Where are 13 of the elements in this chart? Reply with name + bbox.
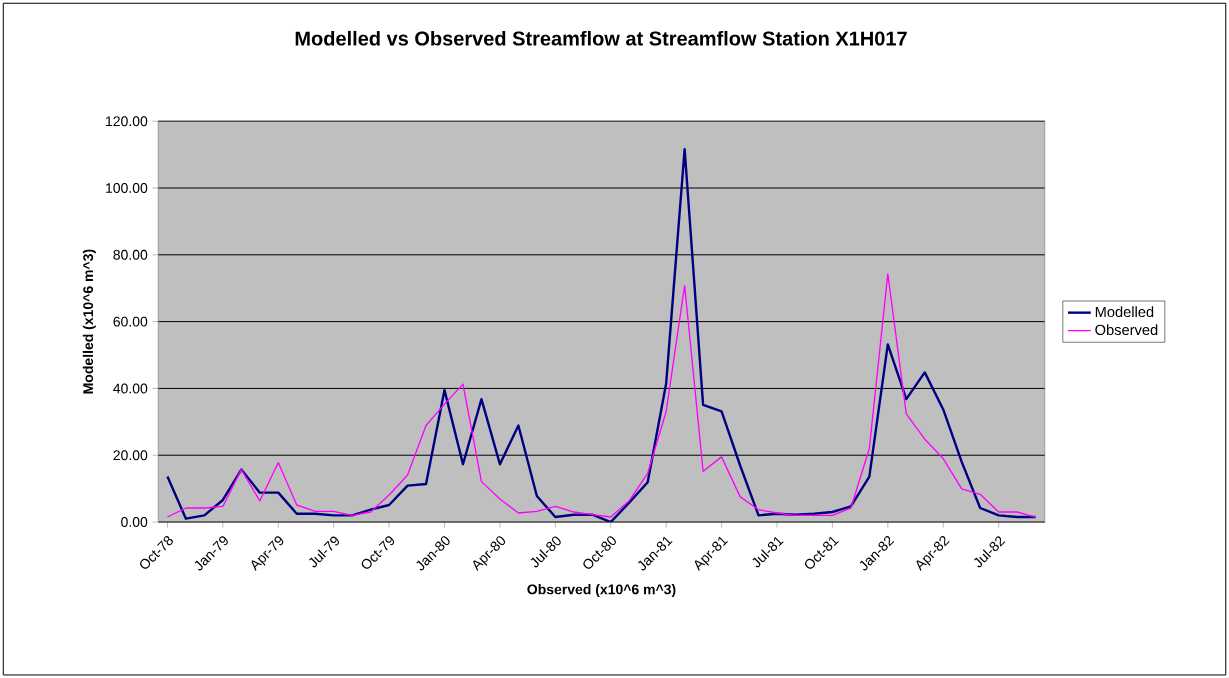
- y-axis-title: Modelled (x10^6 m^3): [82, 249, 96, 394]
- legend-label: Modelled: [1095, 306, 1154, 317]
- x-axis-title: Observed (x10^6 m^3): [527, 583, 676, 597]
- y-tick-label: 80.00: [113, 249, 148, 260]
- y-tick-label: 100.00: [106, 182, 148, 193]
- y-tick-label: 60.00: [113, 316, 148, 327]
- y-tick-label: 120.00: [106, 116, 148, 127]
- line-series: [166, 147, 1037, 522]
- y-tick-label: 20.00: [113, 450, 148, 461]
- y-tick-label: 0.00: [121, 516, 148, 527]
- chart-title: Modelled vs Observed Streamflow at Streamflow Station X1H017: [295, 30, 907, 46]
- legend-label: Observed: [1095, 324, 1158, 335]
- y-tick-label: 40.00: [113, 383, 148, 394]
